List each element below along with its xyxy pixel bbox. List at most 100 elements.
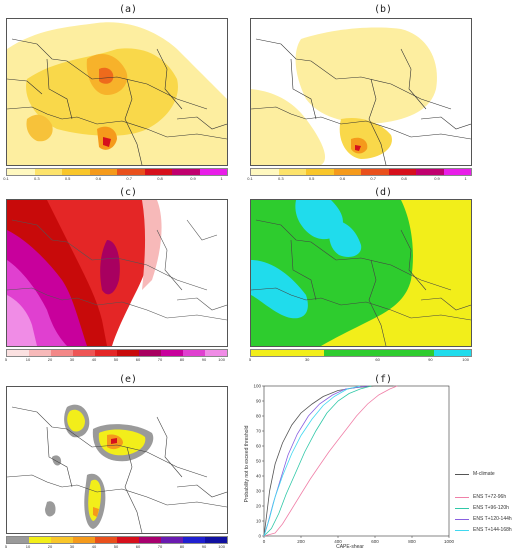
colorbar-c bbox=[6, 349, 228, 357]
panel-label-e: (e) bbox=[119, 374, 138, 385]
series-line bbox=[263, 385, 372, 537]
tick-label: 0.5 bbox=[64, 176, 71, 181]
tick-label: 0.7 bbox=[126, 176, 132, 181]
panel-label-b: (b) bbox=[374, 4, 393, 15]
y-tick-label: 80 bbox=[256, 414, 262, 419]
colorbar-swatch bbox=[278, 169, 306, 175]
tick-label: 0.3 bbox=[278, 176, 284, 181]
colorbar-swatch bbox=[95, 537, 117, 543]
x-tick-label: 200 bbox=[297, 539, 305, 544]
series-line bbox=[263, 385, 368, 537]
tick-label: 0.8 bbox=[401, 176, 407, 181]
colorbar-swatch bbox=[306, 169, 334, 175]
tick-label: 10 bbox=[25, 544, 31, 549]
tick-label: 100 bbox=[462, 357, 469, 362]
tick-label: 0.6 bbox=[339, 176, 346, 181]
tick-label: 0.3 bbox=[34, 176, 40, 181]
tick-label: 0.6 bbox=[95, 176, 102, 181]
chart-legend-tail bbox=[455, 544, 519, 550]
series-line bbox=[263, 385, 394, 537]
y-tick-label: 20 bbox=[256, 504, 262, 509]
chart-axes: 0 200 400 600 800 1000 0 10 20 30 40 50 60 70 80 90 100 bbox=[253, 384, 454, 545]
legend-swatch bbox=[455, 507, 469, 509]
tick-label: 0.1 bbox=[3, 176, 9, 181]
colorbar-swatch bbox=[183, 537, 205, 543]
tick-label: 60 bbox=[375, 357, 380, 362]
geographic-map-icon bbox=[7, 387, 227, 533]
geographic-map-icon bbox=[7, 19, 227, 165]
colorbar-ticks-d: 5 30 60 90 100 bbox=[248, 357, 470, 363]
colorbar-swatch bbox=[416, 169, 444, 175]
colorbar-swatch bbox=[7, 350, 29, 356]
colorbar-ticks-a: 0.1 0.3 0.5 0.6 0.7 0.8 0.9 1 bbox=[3, 176, 226, 182]
tick-label: 100 bbox=[218, 544, 225, 549]
colorbar-swatch bbox=[205, 537, 227, 543]
tick-label: 40 bbox=[91, 357, 97, 362]
colorbar-swatch bbox=[34, 169, 62, 175]
y-tick-label: 100 bbox=[253, 384, 261, 389]
tick-label: 5 bbox=[4, 357, 8, 362]
tick-label: 0.1 bbox=[247, 176, 253, 181]
colorbar-ticks-e: 5 10 20 30 40 50 60 70 80 90 100 bbox=[5, 544, 226, 550]
tick-label: 90 bbox=[201, 544, 207, 549]
tick-label: 80 bbox=[179, 544, 185, 549]
series-line bbox=[263, 385, 398, 537]
colorbar-swatch bbox=[172, 169, 200, 175]
colorbar-swatch bbox=[29, 537, 51, 543]
colorbar-swatch bbox=[117, 537, 139, 543]
colorbar-swatch bbox=[73, 537, 95, 543]
colorbar-swatch bbox=[443, 169, 471, 175]
colorbar-d bbox=[250, 349, 472, 357]
tick-label: 0.9 bbox=[190, 176, 196, 181]
x-tick-label: 800 bbox=[408, 539, 416, 544]
legend-item: ENS T+72-96h bbox=[455, 494, 506, 500]
y-tick-label: 90 bbox=[256, 399, 262, 404]
colorbar-swatch bbox=[161, 350, 183, 356]
tick-label: 5 bbox=[248, 357, 252, 362]
colorbar-swatch bbox=[397, 350, 435, 356]
colorbar-swatch bbox=[287, 350, 325, 356]
tick-label: 50 bbox=[113, 544, 119, 549]
colorbar-swatch bbox=[51, 350, 73, 356]
tick-label: 20 bbox=[47, 544, 53, 549]
colorbar-swatch bbox=[199, 169, 227, 175]
colorbar-swatch bbox=[183, 350, 205, 356]
tick-label: 30 bbox=[69, 544, 75, 549]
tick-label: 0.5 bbox=[308, 176, 315, 181]
map-d bbox=[250, 199, 472, 347]
tick-label: 40 bbox=[91, 544, 97, 549]
tick-label: 30 bbox=[304, 357, 310, 362]
y-tick-label: 70 bbox=[256, 429, 262, 434]
colorbar-ticks-c: 5 10 20 30 40 50 60 70 80 90 100 bbox=[4, 357, 226, 363]
tick-label: 50 bbox=[113, 357, 119, 362]
legend-label: ENS T+96-120h bbox=[473, 505, 509, 511]
colorbar-swatch bbox=[139, 537, 161, 543]
colorbar-b bbox=[250, 168, 472, 176]
legend-label: ENS T+120-144h bbox=[473, 516, 512, 522]
legend-swatch bbox=[455, 518, 469, 520]
y-tick-label: 0 bbox=[258, 534, 261, 539]
legend-label: ENS T+144-168h bbox=[473, 527, 512, 533]
colorbar-swatch bbox=[73, 350, 95, 356]
x-tick-label: 1000 bbox=[444, 539, 455, 544]
colorbar-swatch bbox=[205, 350, 227, 356]
y-tick-label: 40 bbox=[256, 474, 262, 479]
x-tick-label: 600 bbox=[371, 539, 379, 544]
chart-series-group bbox=[263, 385, 398, 537]
tick-label: 90 bbox=[428, 357, 433, 362]
colorbar-swatch bbox=[117, 350, 139, 356]
tick-label: 70 bbox=[157, 544, 163, 549]
colorbar-swatch bbox=[144, 169, 172, 175]
legend-item: ENS T+144-168h bbox=[455, 527, 512, 533]
map-a bbox=[6, 18, 228, 166]
colorbar-swatch bbox=[251, 350, 288, 356]
y-axis-label: Probability not to exceed threshold bbox=[244, 425, 250, 502]
y-tick-label: 60 bbox=[256, 444, 262, 449]
colorbar-a bbox=[6, 168, 228, 176]
x-tick-label: 400 bbox=[334, 539, 342, 544]
colorbar-swatch bbox=[89, 169, 117, 175]
colorbar-swatch bbox=[7, 537, 29, 543]
panel-label-c: (c) bbox=[119, 187, 138, 198]
colorbar-swatch bbox=[117, 169, 145, 175]
panel-label-f: (f) bbox=[374, 374, 393, 385]
